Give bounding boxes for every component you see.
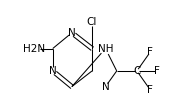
Text: F: F (147, 85, 153, 95)
Text: NH: NH (98, 43, 113, 54)
Text: C: C (133, 66, 141, 76)
Text: N: N (102, 82, 109, 92)
Text: N: N (68, 28, 76, 38)
Text: H2N: H2N (23, 43, 45, 54)
Text: F: F (147, 47, 153, 57)
Text: Cl: Cl (87, 17, 97, 27)
Text: F: F (154, 66, 160, 76)
Text: N: N (49, 66, 57, 76)
